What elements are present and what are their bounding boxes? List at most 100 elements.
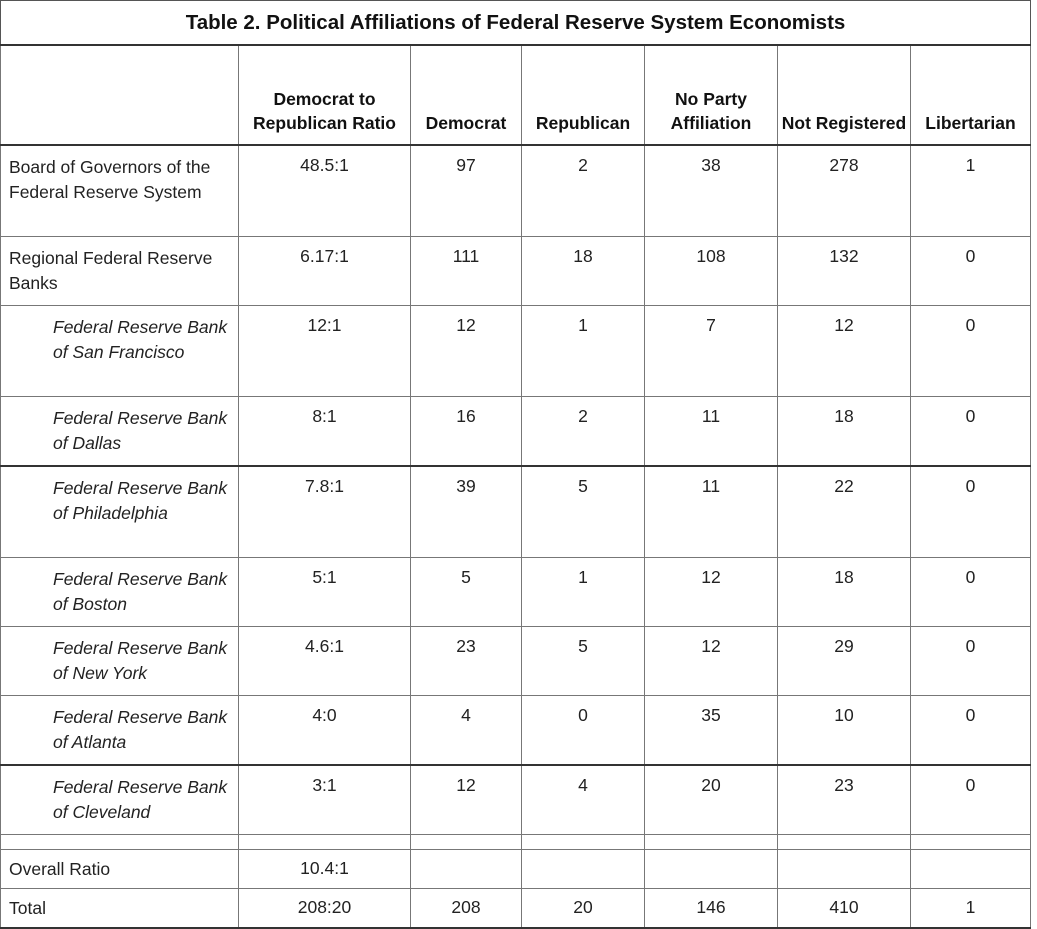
row-label: Federal Reserve Bank of San Francisco: [0, 305, 239, 397]
republican-cell: 2: [521, 144, 645, 237]
libertarian-cell: 0: [910, 236, 1031, 306]
row-label: Federal Reserve Bank of Boston: [0, 557, 239, 627]
republican-cell: 18: [521, 236, 645, 306]
overall-label: Overall Ratio: [0, 849, 239, 889]
table-row: Federal Reserve Bank of Boston 5:1 5 1 1…: [0, 557, 1031, 627]
header-row: Democrat to Republican Ratio Democrat Re…: [0, 44, 1031, 146]
libertarian-cell: 0: [910, 305, 1031, 397]
republican-cell: 5: [521, 465, 645, 558]
democrat-cell: 5: [410, 557, 522, 627]
row-label: Federal Reserve Bank of Philadelphia: [0, 465, 239, 558]
row-label: Regional Federal Reserve Banks: [0, 236, 239, 306]
no-party-cell: 108: [644, 236, 778, 306]
republican-cell: 1: [521, 557, 645, 627]
header-ratio: Democrat to Republican Ratio: [238, 44, 411, 146]
spacer-cell: [410, 834, 522, 850]
republican-cell: 20: [521, 888, 645, 929]
not-registered-cell: 23: [777, 764, 911, 835]
row-label: Federal Reserve Bank of Atlanta: [0, 695, 239, 766]
no-party-cell: 11: [644, 396, 778, 467]
header-republican: Republican: [521, 44, 645, 146]
libertarian-cell: 0: [910, 557, 1031, 627]
libertarian-cell: 0: [910, 626, 1031, 696]
republican-cell: 1: [521, 305, 645, 397]
ratio-cell: 48.5:1: [238, 144, 411, 237]
empty-cell: [521, 849, 645, 889]
no-party-cell: 38: [644, 144, 778, 237]
ratio-cell: 8:1: [238, 396, 411, 467]
republican-cell: 4: [521, 764, 645, 835]
no-party-cell: 35: [644, 695, 778, 766]
overall-ratio-row: Overall Ratio 10.4:1: [0, 849, 1031, 889]
libertarian-cell: 1: [910, 888, 1031, 929]
table-row: Board of Governors of the Federal Reserv…: [0, 144, 1031, 237]
row-label: Federal Reserve Bank of Dallas: [0, 396, 239, 467]
empty-cell: [910, 849, 1031, 889]
not-registered-cell: 410: [777, 888, 911, 929]
republican-cell: 2: [521, 396, 645, 467]
not-registered-cell: 18: [777, 557, 911, 627]
header-not-registered: Not Registered: [777, 44, 911, 146]
spacer-cell: [644, 834, 778, 850]
ratio-cell: 4.6:1: [238, 626, 411, 696]
republican-cell: 0: [521, 695, 645, 766]
libertarian-cell: 0: [910, 465, 1031, 558]
overall-ratio-cell: 10.4:1: [238, 849, 411, 889]
not-registered-cell: 10: [777, 695, 911, 766]
spacer-cell: [238, 834, 411, 850]
no-party-cell: 7: [644, 305, 778, 397]
republican-cell: 5: [521, 626, 645, 696]
democrat-cell: 208: [410, 888, 522, 929]
table-row: Federal Reserve Bank of San Francisco 12…: [0, 305, 1031, 397]
row-label: Board of Governors of the Federal Reserv…: [0, 144, 239, 237]
ratio-cell: 4:0: [238, 695, 411, 766]
ratio-cell: 7.8:1: [238, 465, 411, 558]
table-title: Table 2. Political Affiliations of Feder…: [0, 0, 1031, 46]
ratio-cell: 3:1: [238, 764, 411, 835]
ratio-cell: 12:1: [238, 305, 411, 397]
total-label: Total: [0, 888, 239, 929]
row-label: Federal Reserve Bank of Cleveland: [0, 764, 239, 835]
libertarian-cell: 0: [910, 396, 1031, 467]
header-democrat: Democrat: [410, 44, 522, 146]
no-party-cell: 12: [644, 626, 778, 696]
no-party-cell: 20: [644, 764, 778, 835]
ratio-cell: 5:1: [238, 557, 411, 627]
not-registered-cell: 132: [777, 236, 911, 306]
table-row: Federal Reserve Bank of Atlanta 4:0 4 0 …: [0, 695, 1031, 766]
no-party-cell: 11: [644, 465, 778, 558]
table-row: Federal Reserve Bank of Dallas 8:1 16 2 …: [0, 396, 1031, 467]
not-registered-cell: 29: [777, 626, 911, 696]
libertarian-cell: 0: [910, 695, 1031, 766]
total-row: Total 208:20 208 20 146 410 1: [0, 888, 1031, 929]
democrat-cell: 39: [410, 465, 522, 558]
democrat-cell: 4: [410, 695, 522, 766]
header-label: [0, 44, 239, 146]
header-libertarian: Libertarian: [910, 44, 1031, 146]
table-row: Federal Reserve Bank of Philadelphia 7.8…: [0, 465, 1031, 558]
table-row: Federal Reserve Bank of New York 4.6:1 2…: [0, 626, 1031, 696]
democrat-cell: 111: [410, 236, 522, 306]
no-party-cell: 146: [644, 888, 778, 929]
democrat-cell: 12: [410, 305, 522, 397]
democrat-cell: 12: [410, 764, 522, 835]
empty-cell: [777, 849, 911, 889]
header-no-party: No Party Affiliation: [644, 44, 778, 146]
empty-cell: [410, 849, 522, 889]
not-registered-cell: 278: [777, 144, 911, 237]
spacer-row: [0, 834, 1031, 850]
democrat-cell: 16: [410, 396, 522, 467]
spacer-cell: [777, 834, 911, 850]
spacer-cell: [0, 834, 239, 850]
ratio-cell: 208:20: [238, 888, 411, 929]
ratio-cell: 6.17:1: [238, 236, 411, 306]
table-row: Regional Federal Reserve Banks 6.17:1 11…: [0, 236, 1031, 306]
not-registered-cell: 18: [777, 396, 911, 467]
spacer-cell: [910, 834, 1031, 850]
libertarian-cell: 1: [910, 144, 1031, 237]
table-row: Federal Reserve Bank of Cleveland 3:1 12…: [0, 764, 1031, 835]
no-party-cell: 12: [644, 557, 778, 627]
not-registered-cell: 22: [777, 465, 911, 558]
